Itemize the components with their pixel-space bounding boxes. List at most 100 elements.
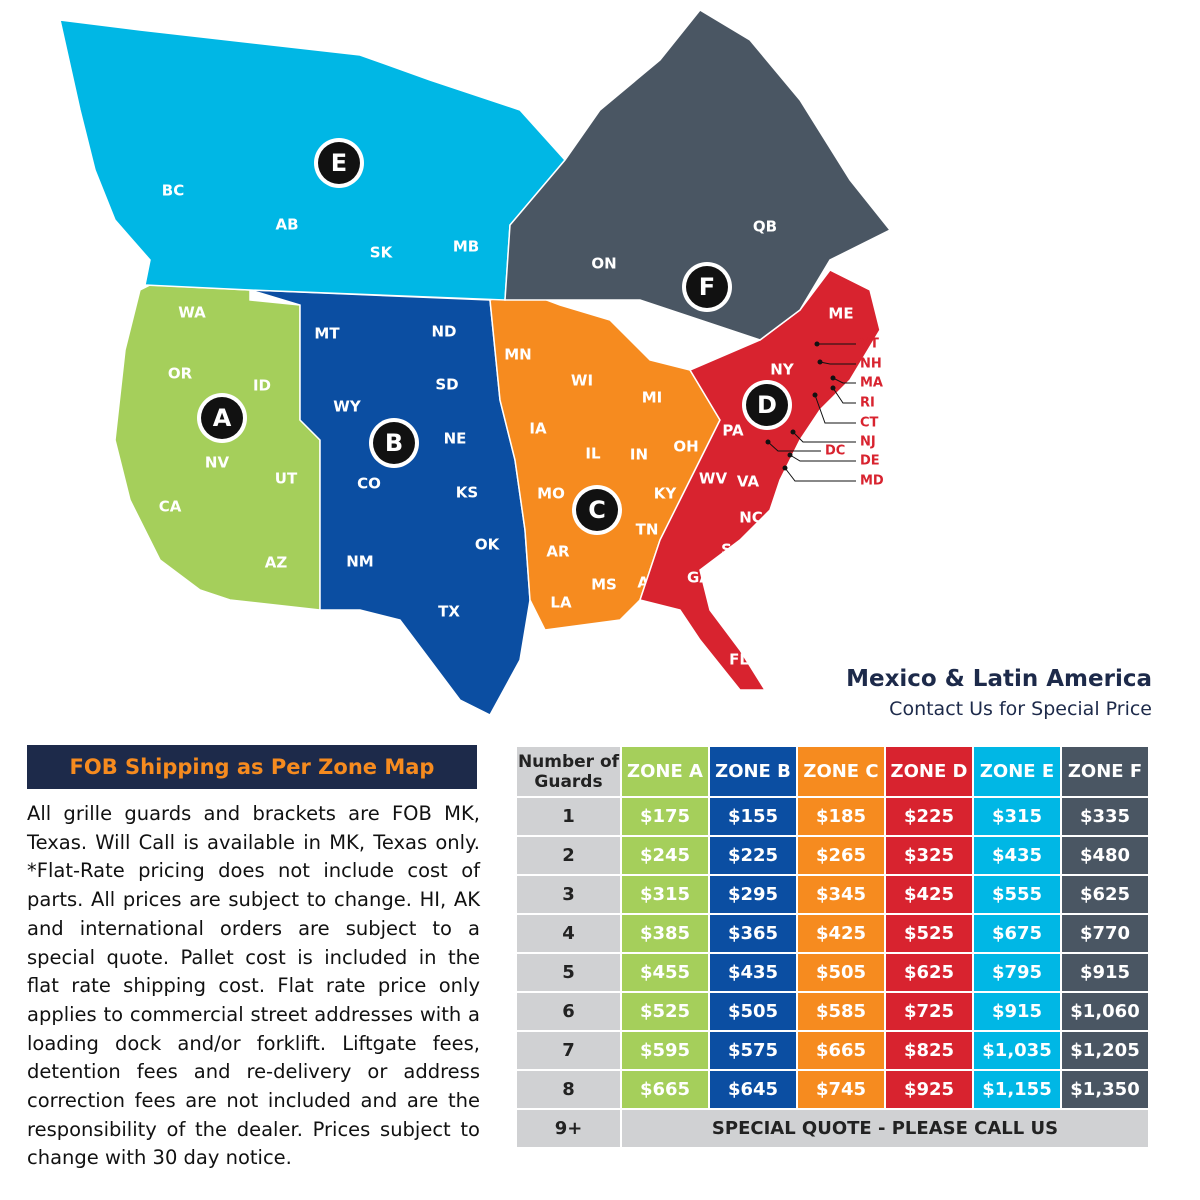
zone-badge-inner — [318, 142, 360, 184]
table-cell: $1,035 — [974, 1032, 1060, 1069]
callout-line — [832, 387, 856, 404]
table-cell: SPECIAL QUOTE - PLEASE CALL US — [622, 1110, 1148, 1147]
state-label: ON — [591, 255, 616, 273]
callout-label: DC — [825, 444, 845, 459]
callout-label: DE — [860, 454, 880, 469]
state-label: VA — [737, 473, 760, 491]
zone-badge-inner — [686, 266, 728, 308]
table-cell: $745 — [798, 1071, 884, 1108]
table-cell: 5 — [517, 954, 620, 991]
state-label: WI — [571, 372, 593, 390]
state-label: IA — [529, 420, 547, 438]
zone-letter: D — [757, 391, 777, 419]
table-cell: $625 — [1062, 876, 1148, 913]
table-cell: 3 — [517, 876, 620, 913]
note-subtitle: Contact Us for Special Price — [889, 698, 1152, 720]
table-row: Number of Guards ZONE A ZONE B ZONE C ZONE D… — [517, 747, 1148, 796]
table-cell: $795 — [974, 954, 1060, 991]
table-cell: $575 — [710, 1032, 796, 1069]
zone-badge-inner — [373, 422, 415, 464]
zone-badge-inner — [576, 489, 618, 531]
callout-dot — [817, 359, 823, 365]
table-row: 9+ SPECIAL QUOTE - PLEASE CALL US — [517, 1110, 1148, 1147]
state-label: CO — [357, 475, 381, 493]
table-row: 2 $245 $225 $265 $325 $435 $480 — [517, 837, 1148, 874]
table-cell: $1,205 — [1062, 1032, 1148, 1069]
zone-region — [504, 9, 892, 341]
zone-letter: A — [213, 404, 232, 432]
table-cell: $245 — [622, 837, 708, 874]
state-label: TX — [438, 603, 460, 621]
table-cell: $175 — [622, 798, 708, 835]
table-cell: $435 — [974, 837, 1060, 874]
table-cell: $915 — [1062, 954, 1148, 991]
state-label: MB — [453, 238, 479, 256]
state-label: AR — [546, 543, 570, 561]
table-row: 5 $455 $435 $505 $625 $795 $915 — [517, 954, 1148, 991]
table-cell: $265 — [798, 837, 884, 874]
callout-dot — [787, 452, 793, 458]
table-cell: $315 — [974, 798, 1060, 835]
state-label: LA — [550, 594, 572, 612]
table-cell: $770 — [1062, 915, 1148, 952]
state-label: MS — [591, 576, 617, 594]
state-label: IN — [630, 446, 648, 464]
state-label: IL — [585, 445, 601, 463]
table-cell: $425 — [886, 876, 972, 913]
table-cell: $505 — [710, 993, 796, 1030]
table-cell: $625 — [886, 954, 972, 991]
zone-letter: E — [331, 149, 347, 177]
state-label: MT — [314, 325, 340, 343]
state-label: NV — [205, 454, 230, 472]
state-label: MI — [642, 389, 663, 407]
zone-letter: B — [385, 429, 403, 457]
table-cell: 4 — [517, 915, 620, 952]
table-cell: 1 — [517, 798, 620, 835]
table-cell: ZONE D — [886, 747, 972, 796]
state-label: NC — [739, 509, 763, 527]
table-cell: $525 — [886, 915, 972, 952]
state-label: FL — [729, 651, 749, 669]
table-cell: $645 — [710, 1071, 796, 1108]
table-cell: $480 — [1062, 837, 1148, 874]
table-cell: $1,060 — [1062, 993, 1148, 1030]
table-cell: $1,350 — [1062, 1071, 1148, 1108]
table-cell: $425 — [798, 915, 884, 952]
state-label: ND — [431, 323, 456, 341]
callout-line — [784, 467, 856, 482]
state-label: WA — [178, 304, 206, 322]
table-cell: Number of Guards — [517, 747, 620, 796]
table-row: 1 $175 $155 $185 $225 $315 $335 — [517, 798, 1148, 835]
zone-badge-inner — [201, 397, 243, 439]
callout-dot — [812, 392, 818, 398]
state-label: UT — [275, 470, 298, 488]
callout-dot — [814, 341, 820, 347]
table-cell: $455 — [622, 954, 708, 991]
zone-region — [639, 269, 881, 691]
state-label: OR — [168, 365, 193, 383]
table-cell: $435 — [710, 954, 796, 991]
state-label: ME — [828, 305, 853, 323]
state-label: TN — [636, 521, 659, 539]
callout-line — [832, 377, 856, 384]
zone-letter: F — [699, 273, 715, 301]
state-label: SC — [721, 541, 743, 559]
callout-dot — [765, 439, 771, 445]
callout-label: MD — [860, 474, 884, 489]
callout-line — [767, 441, 821, 452]
table-cell: ZONE A — [622, 747, 708, 796]
state-label: KY — [654, 485, 678, 503]
state-label: SD — [435, 376, 458, 394]
table-cell: ZONE F — [1062, 747, 1148, 796]
state-label: WV — [699, 470, 728, 488]
table-row: 6 $525 $505 $585 $725 $915 $1,060 — [517, 993, 1148, 1030]
callout-label: NH — [860, 357, 882, 372]
state-label: MO — [537, 485, 565, 503]
state-label: MN — [504, 346, 531, 364]
table-cell: $345 — [798, 876, 884, 913]
state-label: OK — [475, 536, 501, 554]
callout-dot — [782, 465, 788, 471]
table-cell: $225 — [886, 798, 972, 835]
table-row: 8 $665 $645 $745 $925 $1,155 $1,350 — [517, 1071, 1148, 1108]
